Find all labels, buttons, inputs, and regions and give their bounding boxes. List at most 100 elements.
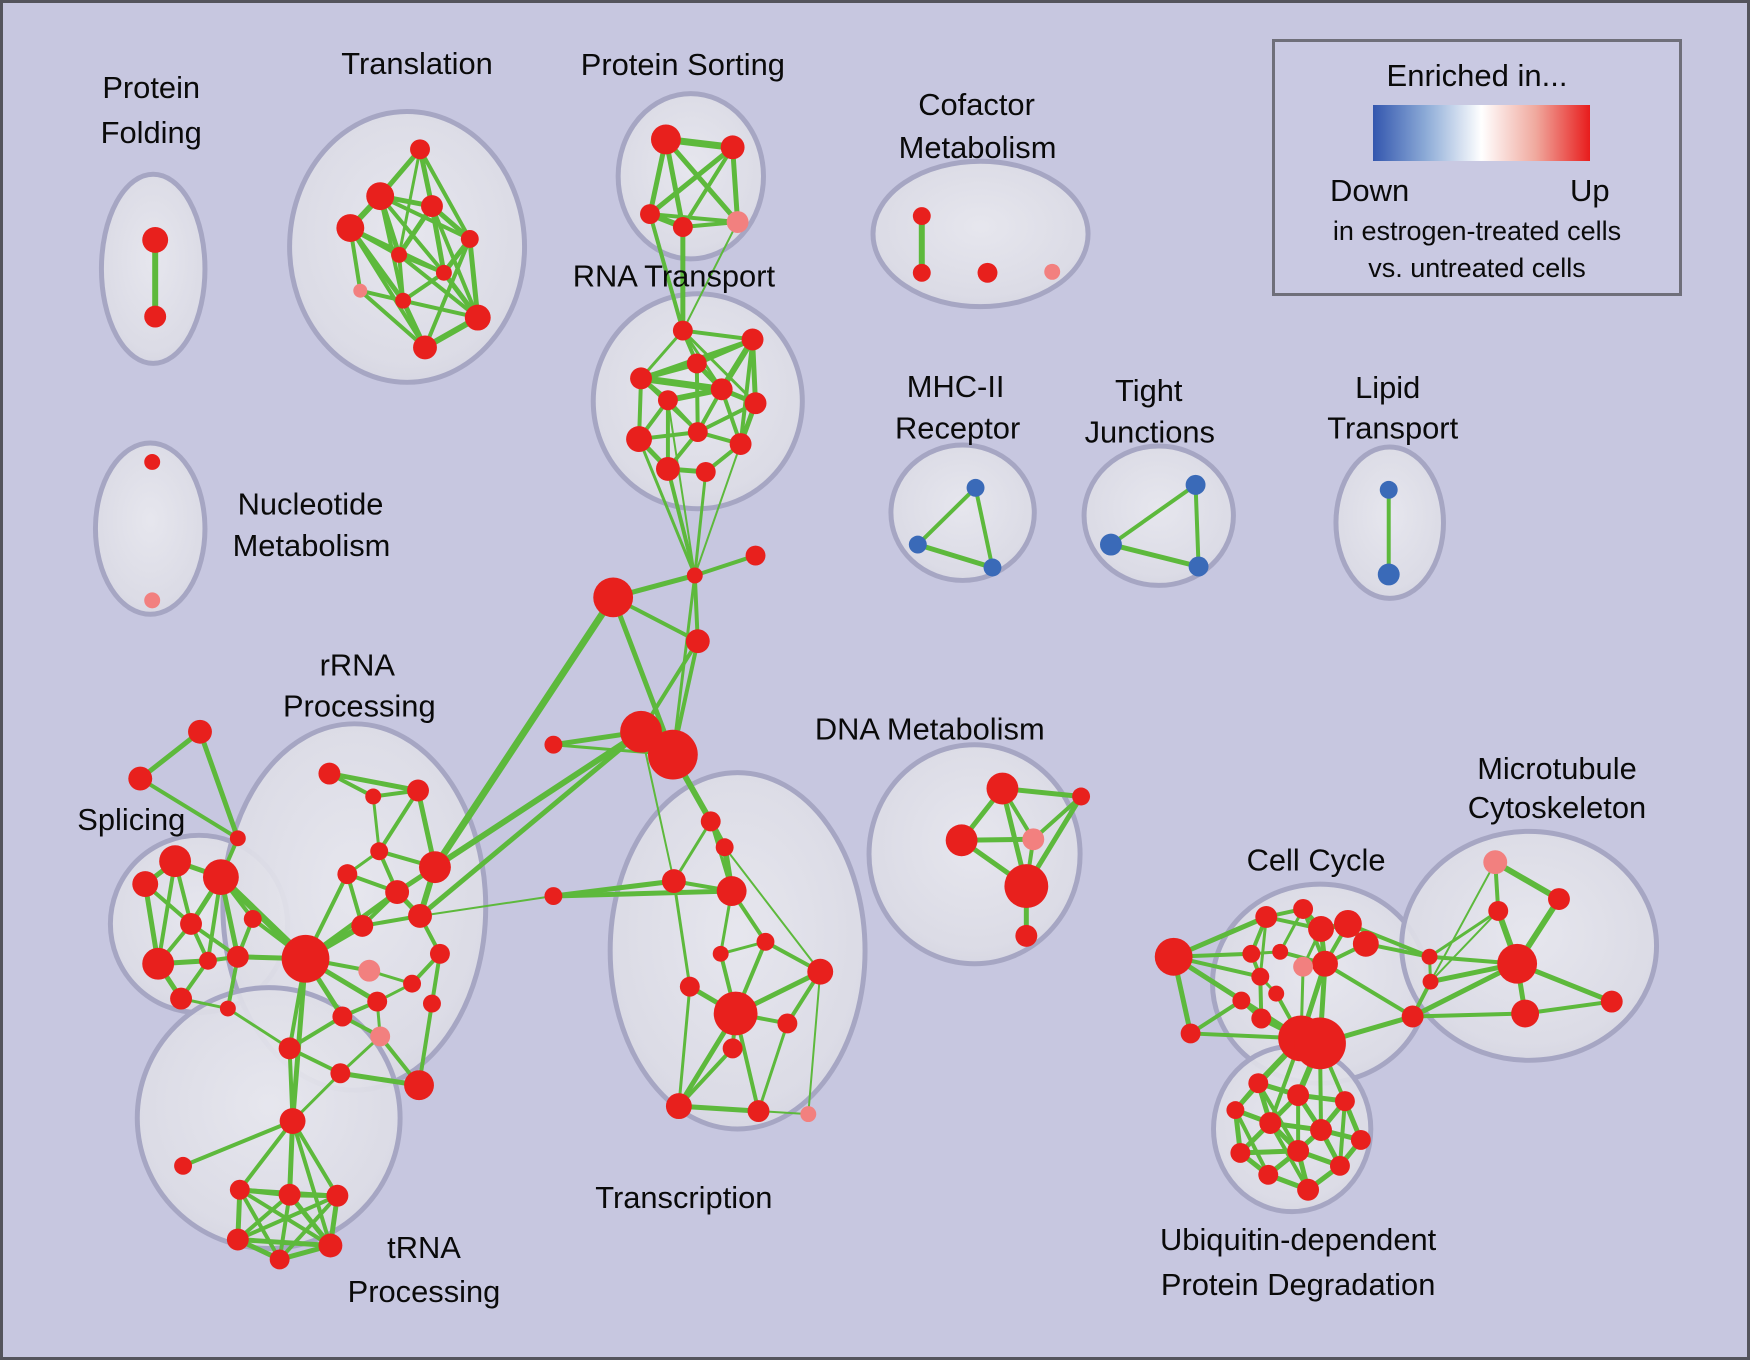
cluster-label: Processing bbox=[348, 1274, 501, 1309]
network-node-cc18 bbox=[1401, 1005, 1424, 1028]
network-edge bbox=[277, 1193, 340, 1262]
network-node-c6 bbox=[648, 729, 698, 780]
network-node-c2 bbox=[686, 567, 703, 584]
network-node-mh2 bbox=[908, 535, 927, 554]
cluster-label: Tight bbox=[1115, 373, 1183, 408]
cluster-label: Translation bbox=[341, 46, 493, 81]
network-node-cc12 bbox=[1268, 985, 1285, 1002]
network-node-rr11 bbox=[358, 959, 381, 982]
network-node-cc10 bbox=[1293, 956, 1314, 977]
network-node-x2 bbox=[715, 838, 734, 857]
network-node-sp4 bbox=[180, 912, 202, 935]
network-node-dn5 bbox=[1004, 864, 1049, 908]
network-node-c7 bbox=[544, 735, 563, 754]
network-node-tn7 bbox=[318, 1233, 343, 1258]
network-edge bbox=[672, 879, 692, 989]
network-node-cf2 bbox=[912, 263, 931, 282]
network-edge bbox=[730, 144, 741, 225]
cluster-label: Transcription bbox=[595, 1180, 772, 1215]
network-node-rr17 bbox=[370, 1026, 391, 1047]
network-node-mt4 bbox=[1497, 943, 1538, 984]
network-node-ub8 bbox=[1230, 1142, 1251, 1163]
network-node-cf4 bbox=[1044, 263, 1061, 280]
network-node-x13 bbox=[665, 1093, 692, 1120]
network-node-sp1 bbox=[159, 845, 192, 878]
network-node-t10 bbox=[464, 304, 491, 331]
network-node-ub1 bbox=[1248, 1073, 1269, 1094]
network-edge bbox=[676, 1046, 735, 1109]
network-node-cc19 bbox=[1422, 973, 1439, 990]
network-node-rt9 bbox=[626, 426, 652, 453]
network-node-tj1 bbox=[1185, 474, 1206, 495]
network-node-dn4 bbox=[1022, 828, 1045, 851]
network-node-tn8 bbox=[269, 1249, 290, 1270]
network-node-rr18 bbox=[278, 1037, 301, 1060]
network-diagram: Protein Folding Translation Protein Sorting… bbox=[77, 46, 1660, 1309]
network-node-rr9 bbox=[351, 914, 374, 937]
network-node-x10 bbox=[713, 991, 758, 1036]
network-edge bbox=[1188, 998, 1244, 1036]
network-node-cc17 bbox=[1294, 1017, 1346, 1070]
network-node-x3 bbox=[661, 869, 686, 894]
cluster-label: Cell Cycle bbox=[1247, 843, 1386, 878]
network-node-rr19 bbox=[330, 1063, 351, 1084]
network-edge bbox=[677, 985, 692, 1108]
network-node-rt4 bbox=[630, 367, 652, 390]
network-node-cc9 bbox=[1312, 950, 1338, 977]
cluster-label: Splicing bbox=[77, 802, 185, 837]
network-node-mt5 bbox=[1511, 999, 1540, 1028]
network-edge bbox=[680, 328, 755, 342]
network-node-sp6 bbox=[243, 909, 262, 928]
network-edge bbox=[429, 203, 447, 276]
network-edge bbox=[757, 1021, 789, 1113]
legend-up-label: Up bbox=[1570, 173, 1610, 208]
network-edge bbox=[197, 729, 241, 841]
cluster-ellipse-nucleotide-metabolism bbox=[92, 440, 208, 617]
network-node-t6 bbox=[391, 246, 408, 263]
network-node-c3 bbox=[745, 545, 766, 566]
network-edge bbox=[665, 466, 697, 578]
cluster-label: rRNA bbox=[320, 648, 396, 683]
network-node-s5 bbox=[726, 211, 749, 233]
network-node-dn3 bbox=[945, 824, 978, 857]
cluster-label: MHC-II bbox=[907, 369, 1005, 404]
network-edge bbox=[915, 542, 995, 570]
cluster-label: Nucleotide bbox=[238, 486, 384, 521]
network-edge bbox=[235, 1237, 333, 1248]
network-node-cc15 bbox=[1180, 1023, 1201, 1044]
network-node-x1 bbox=[700, 811, 721, 832]
network-node-cc2 bbox=[1255, 905, 1278, 928]
network-node-rt10 bbox=[729, 433, 752, 455]
network-node-ub7 bbox=[1350, 1130, 1371, 1150]
network-node-ub12 bbox=[1297, 1178, 1320, 1201]
network-node-mt3 bbox=[1488, 901, 1509, 921]
network-edge bbox=[348, 226, 427, 350]
cluster-label: Receptor bbox=[895, 411, 1020, 446]
network-node-sx1 bbox=[188, 719, 212, 744]
network-node-mh3 bbox=[983, 558, 1002, 577]
network-edge bbox=[610, 594, 676, 758]
network-node-s3 bbox=[640, 204, 660, 225]
network-edge bbox=[377, 788, 421, 854]
network-node-lt1 bbox=[1379, 480, 1398, 499]
cluster-ellipse-trna-processing bbox=[134, 985, 403, 1251]
network-node-rr10 bbox=[281, 934, 330, 983]
cluster-label: tRNA bbox=[387, 1230, 461, 1265]
network-edge bbox=[137, 729, 203, 782]
legend-caption-line1: in estrogen-treated cells bbox=[1332, 216, 1622, 246]
network-edge bbox=[156, 859, 178, 966]
network-edge bbox=[1492, 859, 1562, 903]
cluster-ellipse-tight-junctions bbox=[1081, 443, 1236, 588]
network-node-t2 bbox=[366, 182, 395, 211]
network-edge bbox=[290, 1119, 333, 1248]
legend-gradient-bar bbox=[1373, 105, 1590, 161]
network-edge bbox=[723, 846, 822, 973]
cluster-label: Cytoskeleton bbox=[1468, 790, 1646, 825]
network-node-sp10 bbox=[219, 1000, 236, 1017]
network-edge bbox=[1523, 999, 1614, 1016]
network-edge bbox=[290, 1119, 340, 1198]
network-node-x5 bbox=[544, 887, 563, 906]
network-node-t5 bbox=[460, 229, 479, 248]
network-node-cc20 bbox=[1421, 948, 1438, 965]
cluster-label-layer: Protein Folding Translation Protein Sorting… bbox=[77, 46, 1646, 1309]
